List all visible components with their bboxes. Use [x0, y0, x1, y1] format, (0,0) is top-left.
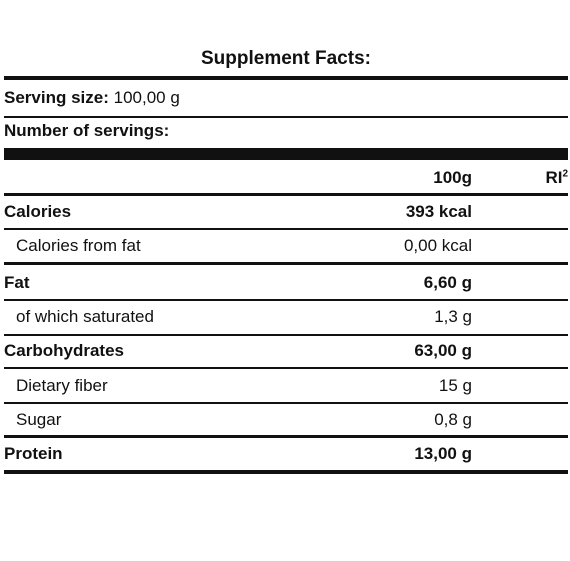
- nutrient-row-fat: Fat 6,60 g: [4, 268, 568, 298]
- nutrient-label: Calories from fat: [16, 236, 141, 255]
- serving-size-value: 100,00 g: [113, 88, 180, 107]
- nutrient-label: Carbohydrates: [4, 341, 124, 360]
- top-rule: [4, 76, 568, 80]
- ri-footnote-marker: 2: [562, 168, 568, 180]
- nutrient-label: Sugar: [16, 410, 62, 429]
- row-divider: [4, 299, 568, 301]
- nutrient-row-saturated: of which saturated 1,3 g: [4, 302, 568, 332]
- row-divider: [4, 334, 568, 336]
- nutrient-row-sugar: Sugar 0,8 g: [4, 405, 568, 435]
- nutrient-row-dietary-fiber: Dietary fiber 15 g: [4, 371, 568, 401]
- nutrient-row-calories-from-fat: Calories from fat 0,00 kcal: [4, 231, 568, 261]
- column-header-amount: 100g: [433, 168, 472, 187]
- nutrient-value: 0,8 g: [434, 410, 472, 429]
- panel-title: Supplement Facts:: [201, 48, 371, 69]
- column-header-row: 100g RI2: [4, 163, 568, 193]
- servings-count: Number of servings:: [4, 121, 169, 141]
- column-header-ri: RI2: [545, 168, 568, 187]
- nutrient-label: Calories: [4, 202, 72, 221]
- servings-count-label: Number of servings:: [4, 121, 170, 140]
- nutrient-label: Fat: [4, 273, 30, 292]
- header-rule: [4, 193, 568, 196]
- nutrient-value: 1,3 g: [434, 307, 472, 326]
- row-divider: [4, 435, 568, 438]
- bottom-rule: [4, 470, 568, 474]
- nutrient-label: of which saturated: [16, 307, 154, 326]
- serving-size: Serving size: 100,00 g: [4, 88, 180, 108]
- nutrient-row-protein: Protein 13,00 g: [4, 439, 568, 469]
- nutrient-value: 15 g: [438, 376, 472, 395]
- serving-divider: [4, 116, 568, 118]
- nutrient-row-calories: Calories 393 kcal: [4, 197, 568, 227]
- row-divider: [4, 262, 568, 265]
- row-divider: [4, 228, 568, 230]
- thick-rule: [4, 148, 568, 160]
- nutrient-label: Dietary fiber: [16, 376, 108, 395]
- nutrient-value: 6,60 g: [423, 273, 472, 292]
- nutrient-value: 63,00 g: [414, 341, 472, 360]
- nutrient-value: 13,00 g: [414, 444, 472, 463]
- nutrient-value: 0,00 kcal: [403, 236, 472, 255]
- row-divider: [4, 402, 568, 404]
- nutrient-label: Protein: [4, 444, 63, 463]
- serving-size-label: Serving size:: [4, 88, 109, 107]
- row-divider: [4, 367, 568, 369]
- nutrient-row-carbohydrates: Carbohydrates 63,00 g: [4, 336, 568, 366]
- nutrient-value: 393 kcal: [405, 202, 472, 221]
